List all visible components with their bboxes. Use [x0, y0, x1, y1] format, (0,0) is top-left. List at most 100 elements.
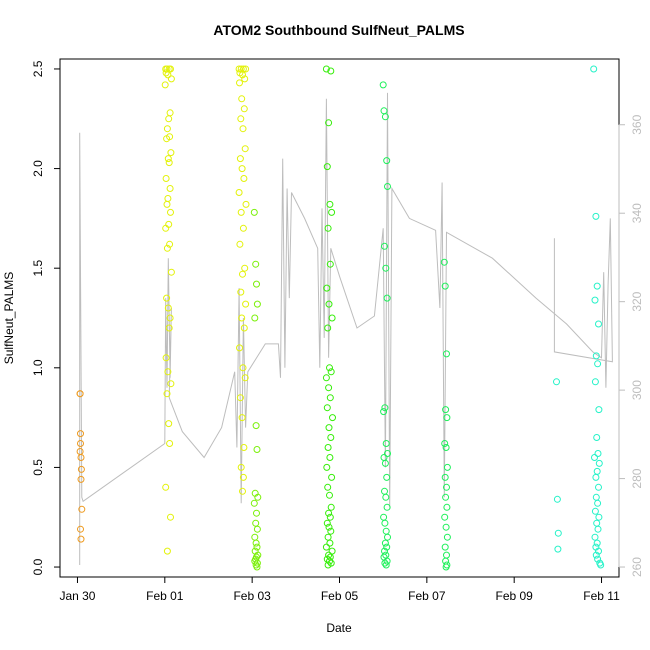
data-point: [163, 200, 171, 208]
data-point: [592, 551, 600, 559]
y-tick-label: 2.5: [31, 60, 45, 77]
data-point: [327, 527, 335, 535]
data-point: [443, 414, 451, 422]
data-point: [441, 473, 449, 481]
data-point: [252, 260, 260, 268]
y2-tick-label: 340: [630, 203, 644, 223]
data-point: [328, 547, 336, 555]
y-tick-label: 2.0: [31, 160, 45, 177]
data-point: [554, 545, 562, 553]
data-point: [382, 493, 390, 501]
data-point: [254, 551, 262, 559]
data-point: [240, 175, 248, 182]
data-point: [167, 268, 175, 276]
data-point: [379, 81, 387, 89]
data-point: [164, 71, 172, 79]
data-point: [242, 65, 250, 73]
data-point: [250, 499, 258, 507]
data-point: [383, 503, 391, 511]
plot-frame: [59, 58, 620, 578]
data-point: [441, 440, 449, 447]
data-point: [325, 424, 333, 432]
data-point: [553, 378, 560, 386]
chart-title: ATOM2 Southbound SulfNeut_PALMS: [213, 22, 464, 38]
y-tick-label: 0.5: [31, 459, 45, 476]
data-point: [328, 208, 336, 216]
data-point: [162, 483, 170, 491]
data-point: [237, 208, 245, 216]
x-tick-label: Feb 09: [496, 589, 534, 603]
data-point: [241, 264, 249, 272]
data-point: [241, 75, 249, 83]
data-point: [591, 296, 599, 304]
data-point: [593, 539, 601, 547]
data-point: [382, 264, 390, 272]
data-point: [241, 374, 249, 382]
data-point: [383, 557, 391, 565]
data-point: [167, 75, 175, 83]
data-point: [592, 493, 600, 501]
data-point: [442, 563, 450, 571]
data-point: [382, 440, 390, 447]
points-layer: [76, 65, 605, 571]
data-point: [595, 483, 602, 491]
data-point: [324, 533, 332, 541]
y2-axis: 260 280 300 320 340 360: [618, 114, 644, 577]
y2-tick-label: 280: [630, 468, 644, 488]
data-point: [163, 125, 171, 133]
data-point: [163, 294, 171, 302]
data-point: [327, 434, 335, 441]
data-point: [323, 284, 331, 292]
data-point: [381, 559, 389, 567]
data-point: [239, 487, 246, 495]
y2-tick-label: 300: [630, 380, 644, 400]
data-point: [382, 527, 390, 535]
data-point: [162, 175, 170, 182]
data-point: [242, 200, 250, 208]
data-point: [253, 280, 260, 288]
data-point: [326, 513, 334, 521]
data-point: [167, 208, 174, 216]
data-point: [326, 454, 334, 461]
data-point: [240, 444, 248, 451]
data-point: [326, 260, 334, 268]
data-point: [77, 535, 85, 543]
data-point: [381, 404, 389, 412]
data-point: [163, 390, 171, 398]
data-point: [165, 420, 173, 428]
data-point: [253, 559, 261, 567]
data-point: [591, 454, 598, 461]
data-point: [253, 525, 261, 533]
data-point: [163, 135, 171, 143]
data-point: [325, 384, 333, 392]
data-point: [381, 242, 388, 250]
data-point: [590, 65, 598, 73]
data-point: [239, 224, 247, 232]
data-point: [595, 320, 602, 328]
data-point: [326, 364, 333, 372]
data-point: [167, 65, 174, 73]
data-point: [554, 529, 562, 537]
data-point: [594, 450, 602, 457]
data-point: [591, 507, 599, 515]
data-point: [326, 539, 334, 547]
y2-tick-label: 320: [630, 291, 644, 311]
data-point: [381, 459, 389, 467]
data-point: [326, 491, 333, 499]
data-point: [383, 473, 391, 481]
data-point: [162, 69, 170, 77]
data-point: [381, 487, 388, 495]
data-point: [324, 483, 332, 491]
data-point: [236, 155, 244, 163]
data-point: [164, 304, 172, 312]
data-point: [381, 539, 389, 547]
y-tick-label: 1.0: [31, 359, 45, 376]
data-point: [381, 519, 389, 527]
data-point: [239, 473, 247, 481]
data-point: [383, 543, 391, 551]
data-point: [238, 414, 246, 422]
data-point: [384, 533, 391, 541]
data-point: [166, 440, 174, 447]
data-point: [322, 374, 330, 382]
data-point: [327, 67, 335, 75]
